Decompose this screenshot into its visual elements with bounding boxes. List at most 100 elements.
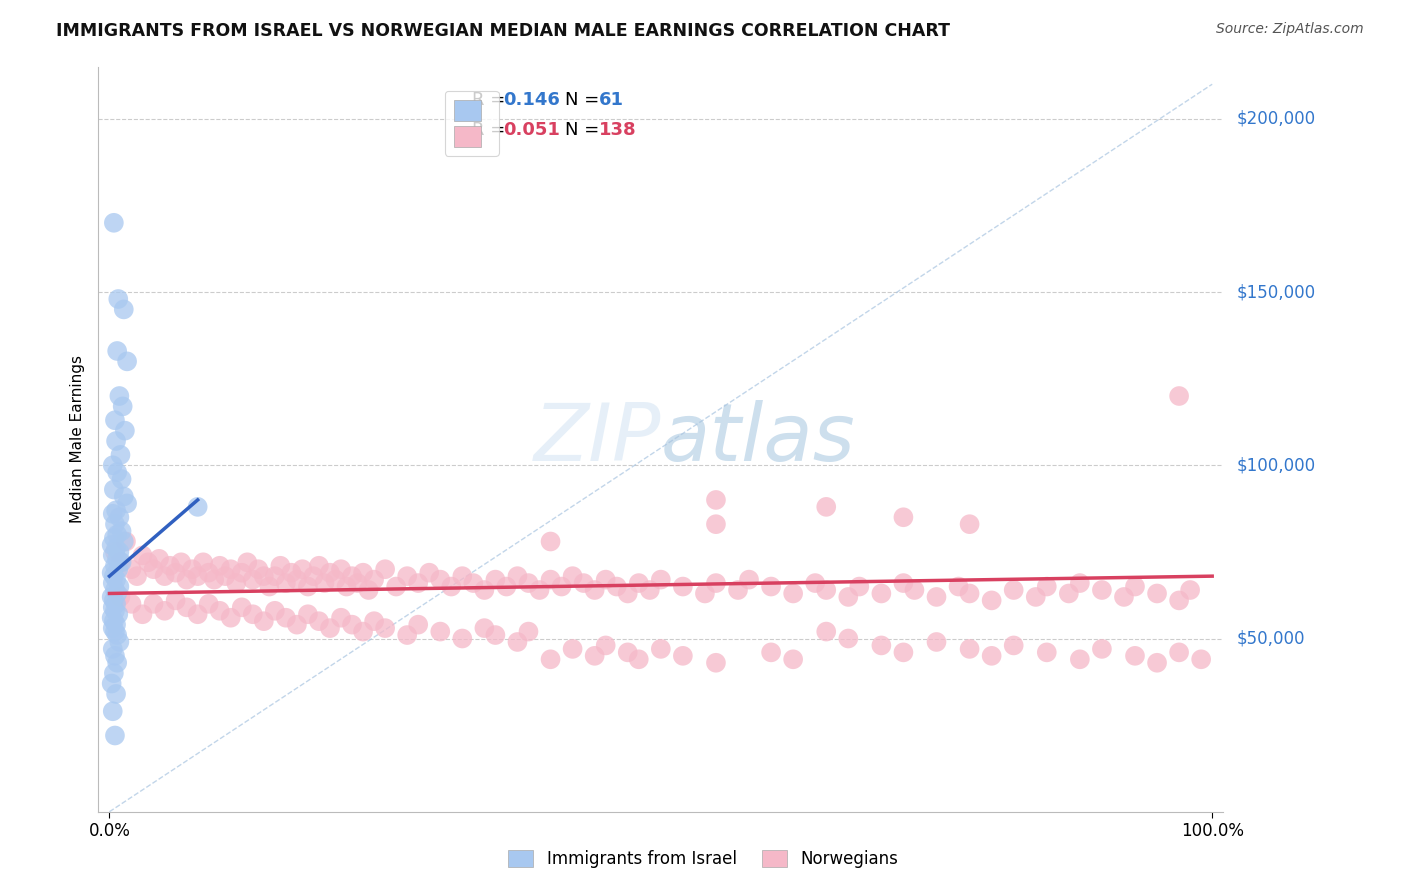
Point: [650, 573, 672, 587]
Point: [572, 576, 595, 591]
Point: [357, 582, 380, 597]
Point: [352, 566, 374, 580]
Point: [418, 566, 440, 580]
Point: [103, 216, 125, 230]
Point: [105, 465, 128, 479]
Point: [274, 611, 297, 625]
Point: [101, 641, 124, 656]
Point: [197, 597, 219, 611]
Point: [208, 604, 231, 618]
Point: [231, 600, 253, 615]
Point: [374, 621, 396, 635]
Point: [105, 503, 128, 517]
Point: [396, 628, 419, 642]
Point: [870, 586, 893, 600]
Point: [451, 569, 474, 583]
Point: [105, 434, 128, 448]
Point: [429, 624, 451, 639]
Point: [815, 582, 838, 597]
Point: [704, 576, 727, 591]
Point: [259, 580, 281, 594]
Point: [474, 582, 496, 597]
Point: [704, 492, 727, 507]
Point: [104, 648, 127, 663]
Point: [236, 555, 259, 569]
Text: atlas: atlas: [661, 401, 856, 478]
Point: [242, 573, 264, 587]
Point: [672, 580, 695, 594]
Point: [693, 586, 716, 600]
Point: [110, 472, 132, 486]
Point: [193, 555, 215, 569]
Point: [108, 389, 131, 403]
Point: [100, 590, 122, 604]
Point: [104, 604, 127, 618]
Point: [105, 551, 128, 566]
Point: [103, 666, 125, 681]
Point: [291, 562, 314, 576]
Point: [429, 573, 451, 587]
Point: [308, 614, 330, 628]
Point: [561, 641, 583, 656]
Point: [131, 549, 153, 563]
Point: [363, 614, 385, 628]
Point: [105, 343, 128, 358]
Point: [595, 639, 617, 653]
Point: [103, 483, 125, 497]
Point: [181, 562, 204, 576]
Point: [893, 510, 915, 524]
Point: [406, 576, 429, 591]
Point: [837, 590, 859, 604]
Point: [704, 517, 727, 532]
Point: [115, 534, 138, 549]
Point: [165, 593, 187, 607]
Point: [108, 545, 131, 559]
Point: [474, 621, 496, 635]
Point: [815, 624, 838, 639]
Point: [385, 580, 408, 594]
Point: [1168, 645, 1191, 659]
Point: [202, 573, 225, 587]
Point: [1069, 576, 1091, 591]
Point: [105, 628, 128, 642]
Point: [638, 582, 661, 597]
Point: [314, 576, 336, 591]
Point: [114, 424, 136, 438]
Point: [101, 549, 124, 563]
Point: [440, 580, 463, 594]
Point: [1178, 582, 1201, 597]
Point: [105, 656, 128, 670]
Text: R =: R =: [472, 121, 510, 139]
Point: [214, 569, 236, 583]
Point: [108, 510, 131, 524]
Point: [187, 500, 209, 514]
Point: [517, 624, 540, 639]
Point: [105, 617, 128, 632]
Point: [105, 586, 128, 600]
Point: [340, 617, 363, 632]
Point: [782, 652, 804, 666]
Point: [101, 704, 124, 718]
Point: [105, 573, 128, 587]
Point: [406, 617, 429, 632]
Point: [103, 614, 125, 628]
Point: [959, 641, 981, 656]
Point: [101, 576, 124, 591]
Point: [110, 555, 132, 569]
Point: [672, 648, 695, 663]
Point: [959, 517, 981, 532]
Point: [319, 566, 342, 580]
Point: [103, 531, 125, 545]
Point: [115, 354, 138, 368]
Point: [616, 645, 638, 659]
Point: [101, 507, 124, 521]
Point: [153, 604, 176, 618]
Point: [142, 597, 165, 611]
Text: $200,000: $200,000: [1237, 110, 1316, 128]
Point: [219, 562, 242, 576]
Point: [1036, 645, 1059, 659]
Point: [131, 607, 153, 622]
Point: [650, 641, 672, 656]
Point: [297, 607, 319, 622]
Point: [263, 569, 285, 583]
